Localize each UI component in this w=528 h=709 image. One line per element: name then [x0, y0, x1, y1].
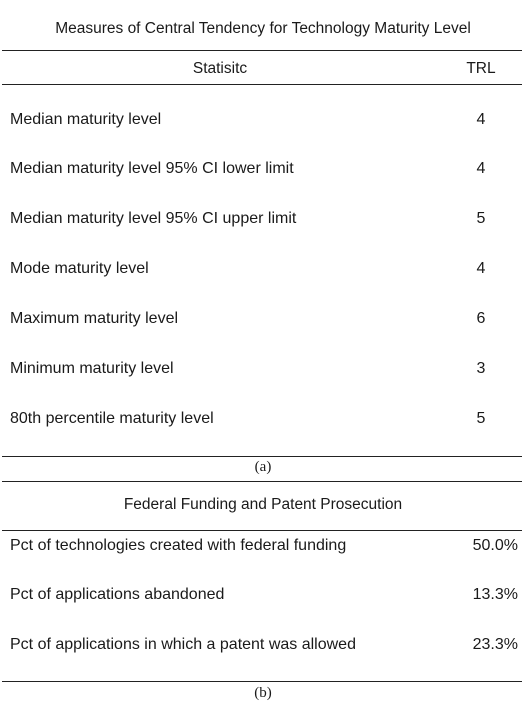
table-row-value: 4 — [476, 111, 486, 128]
table-a-top-rule — [2, 50, 522, 51]
table-a-header-trl: TRL — [466, 60, 496, 77]
table-row-label: Pct of applications abandoned — [10, 586, 225, 603]
table-b-title: Federal Funding and Patent Prosecution — [123, 496, 403, 513]
table-row-label: Minimum maturity level — [10, 360, 174, 377]
table-row-label: Pct of applications in which a patent wa… — [10, 636, 356, 653]
table-row-label: Median maturity level — [10, 111, 162, 128]
table-row-value: 13.3% — [472, 586, 518, 603]
table-row-label: Maximum maturity level — [10, 310, 179, 327]
table-row-value: 4 — [476, 260, 486, 277]
table-row-label: Median maturity level 95% CI lower limit — [10, 160, 294, 177]
table-row-value: 3 — [476, 360, 486, 377]
table-a-header-rule — [2, 84, 522, 85]
table-row-label: Median maturity level 95% CI upper limit — [10, 210, 297, 227]
table-row-value: 6 — [476, 310, 486, 327]
table-a-title: Measures of Central Tendency for Technol… — [55, 20, 471, 37]
table-b-top-rule — [2, 481, 522, 482]
table-a-header-statistic: Statisitc — [192, 60, 248, 77]
table-row-label: Pct of technologies created with federal… — [10, 537, 347, 554]
table-b-caption: (b) — [254, 685, 272, 701]
table-row-value: 23.3% — [472, 636, 518, 653]
table-row-label: 80th percentile maturity level — [10, 410, 214, 427]
table-row-value: 5 — [476, 410, 486, 427]
table-row-value: 5 — [476, 210, 486, 227]
table-b-bottom-rule — [2, 681, 522, 682]
table-row-value: 4 — [476, 160, 486, 177]
table-a-bottom-rule — [2, 456, 522, 457]
table-row-value: 50.0% — [472, 537, 518, 554]
table-b-header-rule — [2, 530, 522, 531]
table-row-label: Mode maturity level — [10, 260, 149, 277]
table-a-caption: (a) — [254, 459, 272, 475]
